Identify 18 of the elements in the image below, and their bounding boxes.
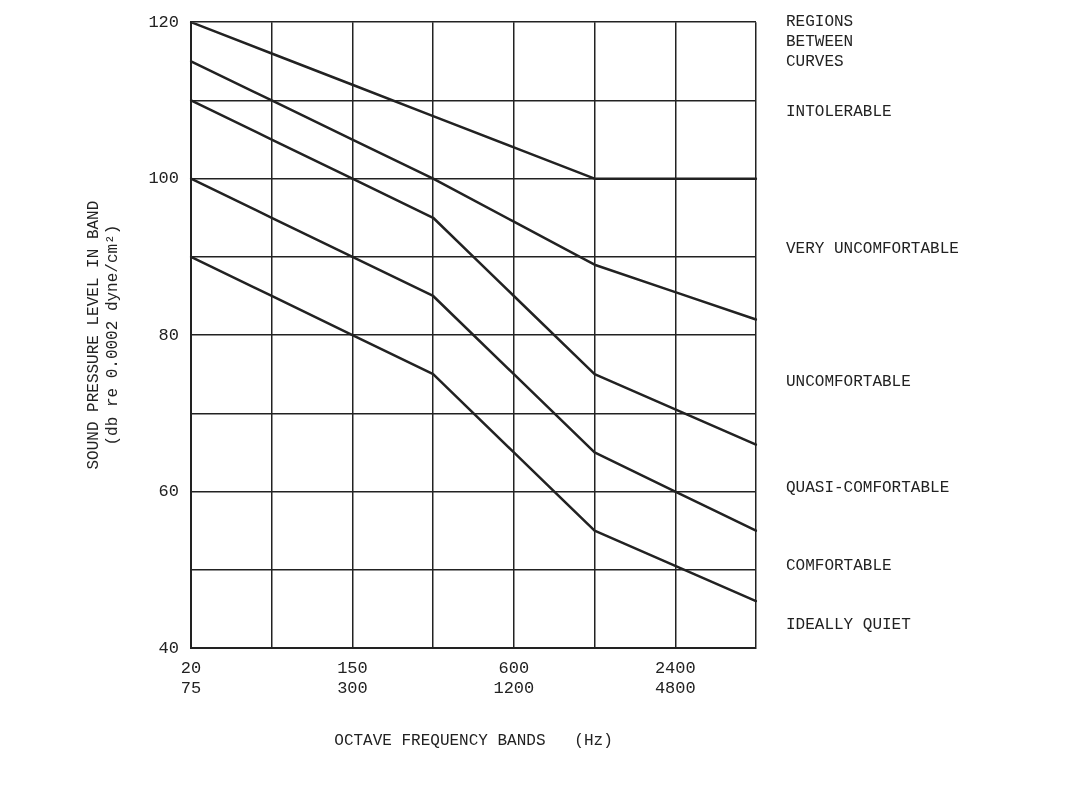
x-tick-label: 2400 4800 [654, 658, 696, 699]
text: QUASI-COMFORTABLE [786, 478, 950, 497]
text: INTOLERABLE [786, 103, 892, 122]
text: IDEALLY QUIET [786, 615, 911, 634]
y-tick-label: 80 [158, 325, 179, 345]
x-axis-title: OCTAVE FREQUENCY BANDS (Hz) [334, 731, 613, 750]
y-tick-label: 100 [148, 169, 179, 189]
x-tick-label: 20 75 [180, 658, 202, 699]
text: VERY UNCOMFORTABLE [786, 240, 959, 259]
text: REGIONS BETWEEN CURVES [786, 13, 854, 72]
y-axis-title: SOUND PRESSURE LEVEL IN BAND (db re 0.0002 dyne/cm²) [84, 200, 123, 470]
x-tick-label: 150 300 [337, 658, 368, 699]
x-tick-label: 600 1200 [493, 658, 535, 699]
text: COMFORTABLE [786, 557, 892, 576]
y-tick-label: 120 [148, 12, 179, 32]
y-tick-label: 40 [158, 638, 179, 658]
text: UNCOMFORTABLE [786, 373, 911, 392]
y-tick-label: 60 [158, 482, 179, 502]
